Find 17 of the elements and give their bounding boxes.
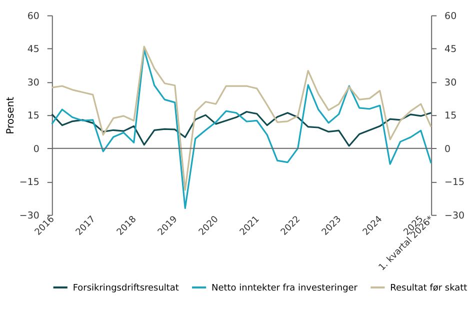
legend-label: Forsikringsdriftsresultat	[72, 283, 180, 294]
y2-tick-label: 45	[444, 44, 457, 56]
y-tick-label: 0	[33, 144, 40, 155]
y2-tick-label: 15	[444, 110, 457, 122]
y2-tick-label: 0	[444, 144, 451, 155]
y2-tick-label: −30	[444, 210, 465, 222]
y2-tick-label: 60	[444, 10, 457, 22]
y2-tick-label: 30	[444, 77, 457, 88]
y-tick-label: −15	[19, 177, 40, 188]
legend-label: Resultat før skatt	[390, 283, 468, 294]
y-tick-label: 60	[27, 10, 40, 22]
legend-label: Netto inntekter fra investeringer	[212, 283, 358, 294]
y-tick-label: 15	[27, 110, 40, 122]
y-axis-title: Prosent	[5, 96, 16, 134]
y-tick-label: 30	[27, 77, 40, 88]
y2-tick-label: −15	[444, 177, 465, 188]
y-tick-label: 45	[27, 44, 40, 56]
